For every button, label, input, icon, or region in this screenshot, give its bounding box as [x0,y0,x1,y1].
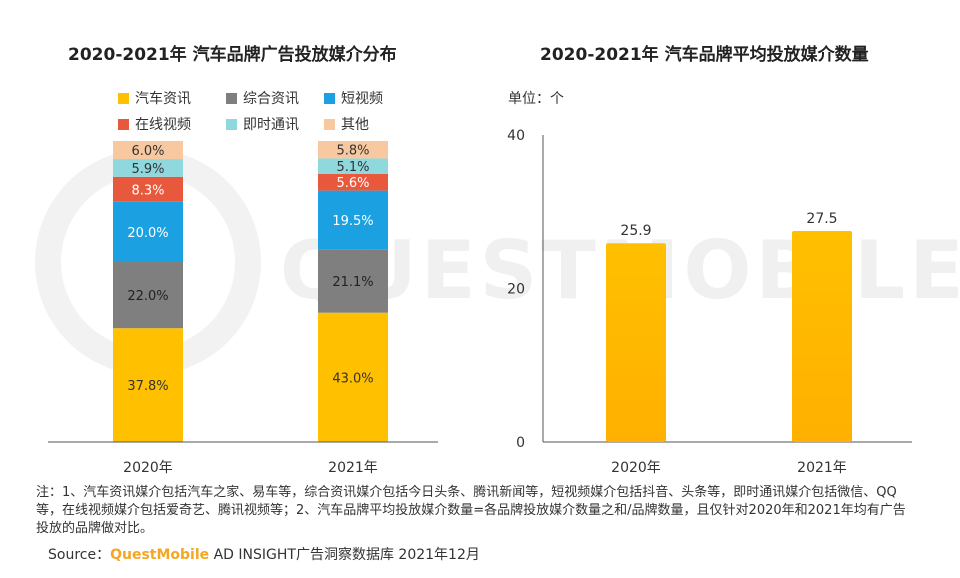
source-rest: AD INSIGHT广告洞察数据库 2021年12月 [209,547,480,563]
legend-item: 即时通讯 [226,114,299,134]
legend-label: 其他 [341,117,369,133]
stacked-bar-segment [318,190,388,250]
segment-data-label: 5.1% [336,160,369,175]
source-line: Source：QuestMobile AD INSIGHT广告洞察数据库 202… [48,544,480,564]
legend-label: 短视频 [341,91,383,107]
legend-swatch [226,92,237,104]
x-tick-label: 2020年 [611,460,661,476]
legend-swatch [324,92,335,104]
legend-label: 在线视频 [135,117,191,133]
x-tick-label: 2021年 [328,460,378,476]
segment-data-label: 43.0% [332,371,373,386]
stacked-bar-segment [318,173,388,191]
segment-data-label: 8.3% [131,183,164,198]
stacked-bar-segment [113,262,183,329]
stacked-bar-segment [318,249,388,313]
legend-item: 短视频 [324,88,383,108]
y-tick-label: 20 [507,282,525,298]
footnote: 注：1、汽车资讯媒介包括汽车之家、易车等，综合资讯媒介包括今日头条、腾讯新闻等，… [36,485,906,536]
stacked-bar-segment [113,201,183,263]
bar [606,243,666,442]
y-tick-label: 0 [516,435,525,451]
segment-data-label: 19.5% [332,214,373,229]
legend-item: 其他 [324,114,369,134]
segment-data-label: 6.0% [131,144,164,159]
segment-data-label: 5.9% [131,162,164,177]
legend-item: 在线视频 [118,114,191,134]
bar-data-label: 27.5 [806,211,837,227]
segment-data-label: 5.8% [336,144,369,159]
source-brand: QuestMobile [110,547,210,563]
bar [792,230,852,442]
segment-data-label: 37.8% [127,379,168,394]
legend-swatch [226,118,237,130]
legend-label: 即时通讯 [243,117,299,133]
segment-data-label: 5.6% [336,176,369,191]
stacked-bar-segment [318,158,388,174]
legend-label: 综合资讯 [243,91,299,107]
bar-data-label: 25.9 [620,223,651,239]
legend-swatch [118,118,129,130]
stacked-bar-segment [113,328,183,442]
x-tick-label: 2020年 [123,460,173,476]
legend-swatch [324,118,335,130]
legend-label: 汽车资讯 [135,91,191,107]
stacked-bar-segment [318,141,388,159]
segment-data-label: 22.0% [127,289,168,304]
legend-item: 综合资讯 [226,88,299,108]
left-chart-title: 2020-2021年 汽车品牌广告投放媒介分布 [68,45,397,65]
right-chart-unit: 单位：个 [508,91,564,107]
x-tick-label: 2021年 [797,460,847,476]
segment-data-label: 20.0% [127,226,168,241]
stacked-bar-segment [113,176,183,202]
segment-data-label: 21.1% [332,275,373,290]
legend-item: 汽车资讯 [118,88,191,108]
right-chart-title: 2020-2021年 汽车品牌平均投放媒介数量 [540,45,869,65]
legend-swatch [118,92,129,104]
stacked-bar-segment [113,141,183,160]
source-label: Source： [48,547,111,563]
stacked-bar-segment [113,159,183,177]
stacked-bar-segment [318,312,388,442]
y-tick-label: 40 [507,128,525,144]
